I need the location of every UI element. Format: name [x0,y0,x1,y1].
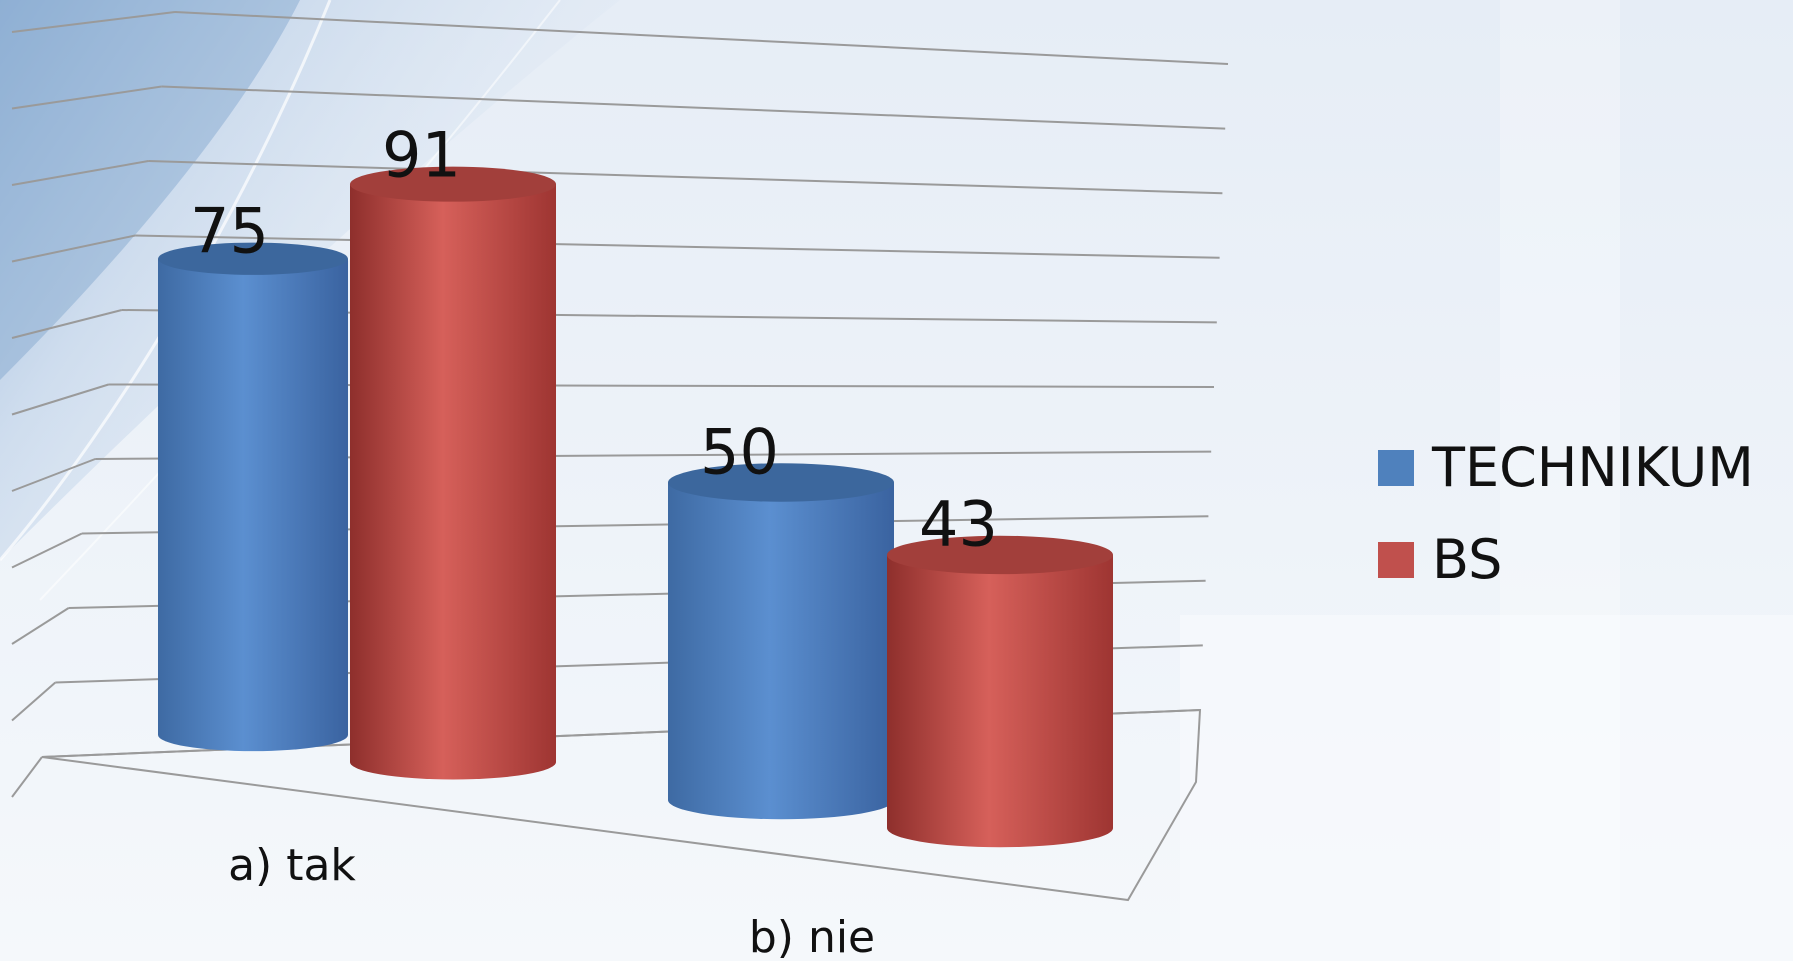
bar-top-bs-1 [887,535,1113,575]
gridline [148,160,1223,195]
gridline-side [11,160,149,186]
legend-item-technikum: TECHNIKUM [1378,422,1754,514]
bar-technikum-0 [158,258,348,752]
gridline-side [11,458,96,492]
data-labels-group: 75 91 50 43 [190,119,998,561]
data-label-technikum-1: 50 [700,415,779,488]
bar-bs-1 [887,554,1113,848]
legend-swatch-technikum [1378,450,1414,486]
legend-label-bs: BS [1432,528,1503,591]
gridline-side [11,756,43,798]
gridline-side [11,85,162,110]
bar-top-technikum-0 [158,242,348,275]
bar-top-bs-0 [350,166,556,202]
gridline-side [11,532,83,569]
gridline-side [11,383,109,416]
bar-bs-0 [350,184,556,780]
category-labels-group: a) tak b) nie [228,840,875,961]
gridline-side [11,681,56,722]
category-label-1: b) nie [749,912,875,961]
category-label-0: a) tak [228,840,356,891]
gridline-side [11,607,70,645]
data-label-bs-1: 43 [919,488,998,561]
data-label-technikum-0: 75 [190,195,269,268]
legend-swatch-bs [1378,542,1414,578]
bar-technikum-1 [668,482,894,820]
gridline [161,85,1226,130]
gridline-side [11,234,136,263]
data-label-bs-0: 91 [382,119,461,192]
legend: TECHNIKUM BS [1378,422,1754,606]
bars-group [158,166,1113,848]
gridline-side [11,11,176,33]
legend-item-bs: BS [1378,514,1754,606]
gridline [174,11,1229,65]
bar-top-technikum-1 [668,463,894,502]
gridline [135,234,1220,259]
gridline-side [11,309,123,339]
legend-label-technikum: TECHNIKUM [1432,436,1754,499]
